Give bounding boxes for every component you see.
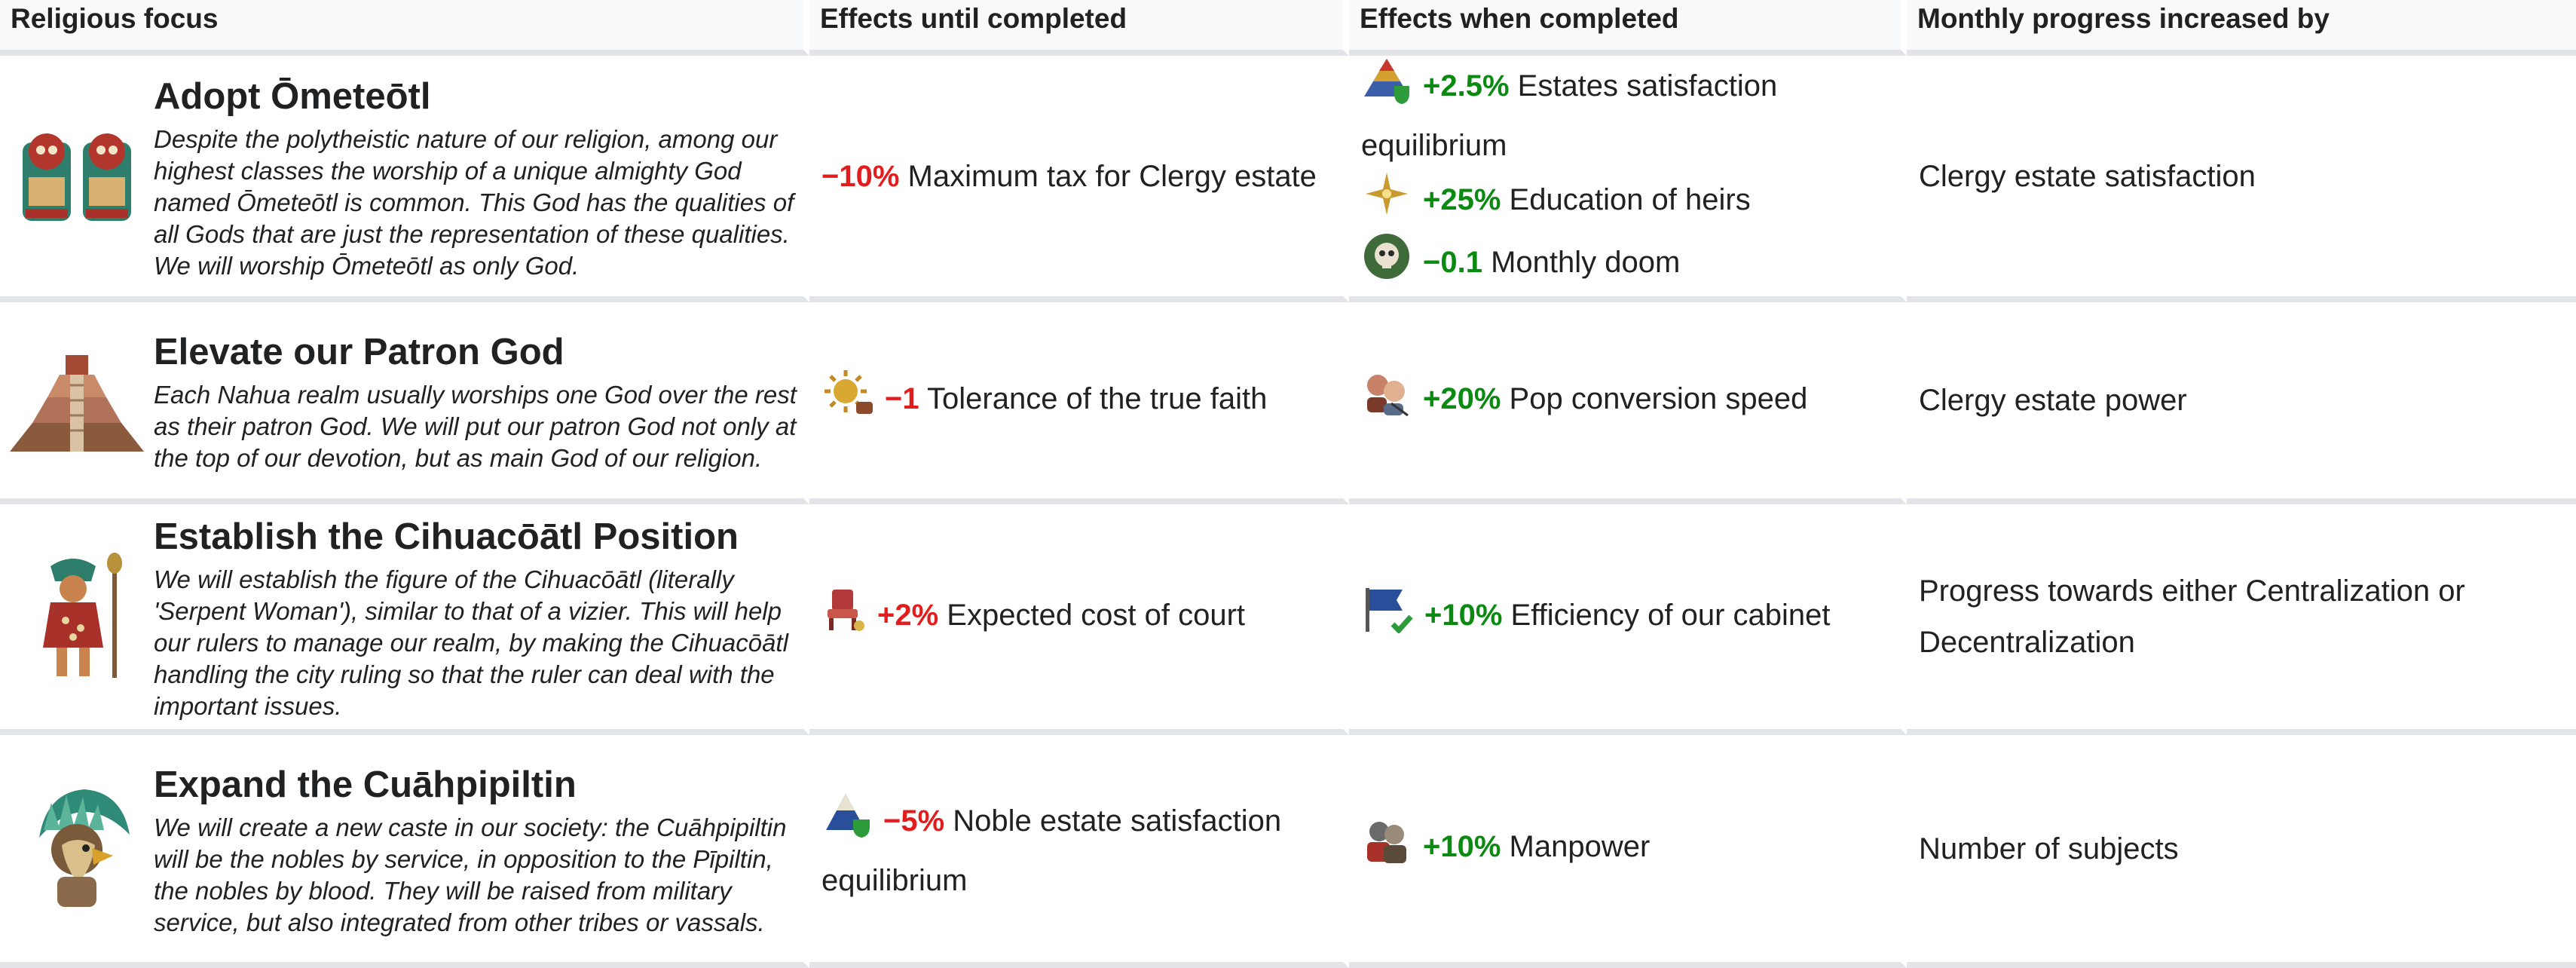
effect-text: Maximum tax for Clergy estate	[899, 159, 1317, 193]
focus-description: Each Nahua realm usually worships one Go…	[154, 381, 797, 472]
pyramid-temple-icon	[0, 348, 154, 453]
focus-description: We will create a new caste in our societ…	[154, 813, 787, 936]
effect-text: Noble estate satisfaction equilibrium	[821, 804, 1282, 897]
effects-until-cell: −5% Noble estate satisfaction equilibriu…	[809, 735, 1349, 968]
effect-value: +2.5%	[1423, 69, 1510, 103]
effects-until-cell: −1 Tolerance of the true faith	[809, 302, 1349, 504]
effect-text: Efficiency of our cabinet	[1502, 598, 1831, 632]
focus-cell: Elevate our Patron God Each Nahua realm …	[0, 302, 809, 504]
table-row: Adopt Ōmeteōtl Despite the polytheistic …	[0, 56, 2576, 302]
focus-description: Despite the polytheistic nature of our r…	[154, 124, 794, 280]
effect-text: Manpower	[1501, 830, 1651, 864]
effects-when-cell: +10% Manpower	[1349, 735, 1907, 968]
header-row: Religious focus Effects until completed …	[0, 0, 2576, 56]
effect-value: +2%	[877, 598, 939, 632]
effect-value: −5%	[883, 804, 945, 838]
education-star-icon	[1361, 171, 1412, 232]
manpower-icon	[1361, 816, 1412, 881]
table-row: Establish the Cihuacōātl Position We wil…	[0, 504, 2576, 735]
table-row: Expand the Cuāhpipiltin We will create a…	[0, 735, 2576, 968]
header-effects-when[interactable]: Effects when completed	[1349, 0, 1907, 56]
effect-value: +25%	[1423, 183, 1501, 217]
focus-cell: Establish the Cihuacōātl Position We wil…	[0, 504, 809, 735]
focus-title: Elevate our Patron God	[154, 332, 564, 372]
effect-text: Estates satisfaction equilibrium	[1361, 69, 1778, 162]
effects-until-cell: +2% Expected cost of court	[809, 504, 1349, 735]
noble-estate-icon	[821, 791, 873, 855]
effects-when-cell: +2.5% Estates satisfaction equilibrium +…	[1349, 56, 1907, 302]
monthly-progress-cell: Clergy estate satisfaction	[1907, 56, 2576, 302]
header-religious-focus[interactable]: Religious focus	[0, 0, 809, 56]
effect-value: +20%	[1423, 381, 1501, 415]
header-effects-until[interactable]: Effects until completed	[809, 0, 1349, 56]
twin-gods-icon	[0, 120, 154, 233]
effect-line: +25% Education of heirs	[1361, 171, 1889, 232]
effect-text: Education of heirs	[1501, 183, 1751, 217]
effect-text: Monthly doom	[1482, 246, 1681, 280]
effects-until-cell: −10% Maximum tax for Clergy estate	[809, 56, 1349, 302]
effect-text: Pop conversion speed	[1501, 381, 1808, 415]
tolerance-sun-icon	[821, 369, 874, 433]
effect-value: +10%	[1423, 830, 1501, 864]
effect-value: −0.1	[1423, 246, 1482, 280]
header-monthly-progress[interactable]: Monthly progress increased by	[1907, 0, 2576, 56]
eagle-warrior-icon	[0, 785, 154, 913]
effect-line: +2.5% Estates satisfaction equilibrium	[1361, 56, 1889, 171]
focus-description: We will establish the figure of the Cihu…	[154, 565, 788, 720]
effect-value: +10%	[1424, 598, 1503, 632]
effect-line: −0.1 Monthly doom	[1361, 232, 1889, 296]
effects-when-cell: +20% Pop conversion speed	[1349, 302, 1907, 504]
effect-text: Tolerance of the true faith	[919, 381, 1268, 415]
cihuacoatl-figure-icon	[0, 553, 154, 681]
focus-cell: Adopt Ōmeteōtl Despite the polytheistic …	[0, 56, 809, 302]
focus-cell: Expand the Cuāhpipiltin We will create a…	[0, 735, 809, 968]
table-row: Elevate our Patron God Each Nahua realm …	[0, 302, 2576, 504]
effect-value: −1	[885, 381, 919, 415]
effect-text: Expected cost of court	[938, 598, 1246, 632]
effects-when-cell: +10% Efficiency of our cabinet	[1349, 504, 1907, 735]
focus-title: Expand the Cuāhpipiltin	[154, 764, 577, 805]
monthly-progress-cell: Clergy estate power	[1907, 302, 2576, 504]
doom-skull-icon	[1361, 232, 1412, 296]
pop-conversion-icon	[1361, 369, 1412, 433]
court-cost-icon	[821, 585, 867, 649]
focus-title: Establish the Cihuacōātl Position	[154, 516, 739, 557]
cabinet-flag-icon	[1361, 585, 1414, 649]
monthly-progress-cell: Progress towards either Centralization o…	[1907, 504, 2576, 735]
effect-value: −10%	[821, 159, 900, 193]
monthly-progress-cell: Number of subjects	[1907, 735, 2576, 968]
estates-satisfaction-icon	[1361, 56, 1412, 120]
focus-title: Adopt Ōmeteōtl	[154, 75, 431, 117]
